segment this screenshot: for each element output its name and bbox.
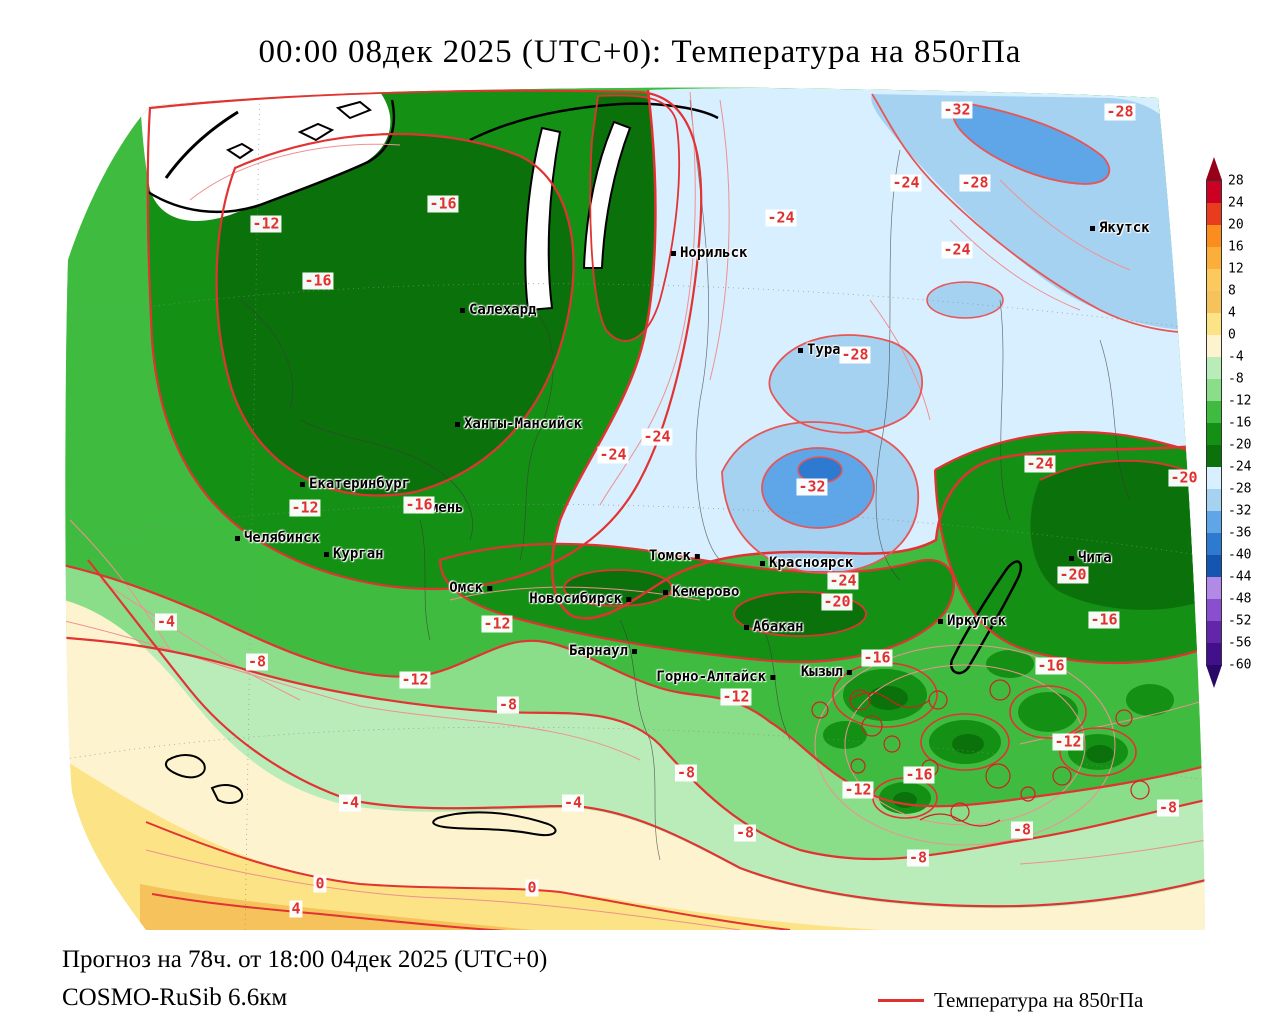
colorbar-cell	[1207, 379, 1221, 401]
colorbar-cells	[1206, 180, 1222, 666]
colorbar-cell	[1207, 313, 1221, 335]
colorbar-tick-label: -28	[1228, 481, 1252, 497]
colorbar-cell	[1207, 555, 1221, 577]
colorbar-cell	[1207, 357, 1221, 379]
map-title: 00:00 08дек 2025 (UTC+0): Температура на…	[258, 34, 1022, 70]
colorbar-cell	[1207, 335, 1221, 357]
colorbar-cell	[1207, 181, 1221, 203]
colorbar-tick-label: -24	[1228, 459, 1252, 475]
colorbar-cell	[1207, 467, 1221, 489]
colorbar-cell	[1207, 533, 1221, 555]
colorbar-tick-label: 16	[1228, 239, 1244, 255]
colorbar-cell	[1207, 577, 1221, 599]
colorbar-tick-label: -16	[1228, 415, 1252, 431]
colorbar-cell	[1207, 511, 1221, 533]
colorbar-tick-label: 8	[1228, 283, 1236, 299]
colorbar-cell	[1207, 643, 1221, 665]
colorbar-tick-label: 28	[1228, 173, 1244, 189]
forecast-info-line: Прогноз на 78ч. от 18:00 04дек 2025 (UTC…	[62, 946, 548, 973]
graticule	[65, 87, 1206, 931]
colorbar-tick-label: -32	[1228, 503, 1252, 519]
colorbar-cell	[1207, 203, 1221, 225]
colorbar-tick-label: 4	[1228, 305, 1236, 321]
colorbar-tick-label: -48	[1228, 591, 1252, 607]
mountain-contours	[811, 662, 1150, 827]
colorbar-tick-label: 24	[1228, 195, 1244, 211]
mountain-blobs	[823, 650, 1174, 814]
model-info-line: COSMO-RuSib 6.6км	[62, 984, 288, 1011]
colorbar-tick-label: -60	[1228, 657, 1252, 673]
colorbar-tick-label: -8	[1228, 371, 1244, 387]
colorbar-cell	[1207, 621, 1221, 643]
colorbar-tick-label: 20	[1228, 217, 1244, 233]
colorbar-cell	[1207, 225, 1221, 247]
colorbar-tick-label: -52	[1228, 613, 1252, 629]
colorbar-tick-label: 12	[1228, 261, 1244, 277]
colorbar-tick-label: -36	[1228, 525, 1252, 541]
colorbar-tick-label: 0	[1228, 327, 1236, 343]
colorbar-cell	[1207, 269, 1221, 291]
legend-line-sample	[878, 999, 924, 1002]
colorbar-triangle-top	[1206, 157, 1222, 180]
colorbar-triangle-bottom	[1206, 665, 1222, 688]
minor-contour-lines	[65, 91, 1206, 931]
admin-borders	[239, 99, 1131, 861]
colorbar-cell	[1207, 489, 1221, 511]
colorbar-cell	[1207, 423, 1221, 445]
colorbar-tick-label: -56	[1228, 635, 1252, 651]
colorbar-cell	[1207, 599, 1221, 621]
colorbar-tick-label: -44	[1228, 569, 1252, 585]
map-legend: Температура на 850гПа	[878, 988, 1143, 1013]
colorbar-tick-label: -20	[1228, 437, 1252, 453]
temperature-field	[65, 87, 1206, 931]
colorbar-cell	[1207, 445, 1221, 467]
legend-label: Температура на 850гПа	[934, 988, 1144, 1012]
colorbar-cell	[1207, 401, 1221, 423]
colorbar-cell	[1207, 291, 1221, 313]
colorbar-tick-label: -4	[1228, 349, 1244, 365]
colorbar-tick-label: -12	[1228, 393, 1252, 409]
colorbar-cell	[1207, 247, 1221, 269]
colorbar-tick-label: -40	[1228, 547, 1252, 563]
